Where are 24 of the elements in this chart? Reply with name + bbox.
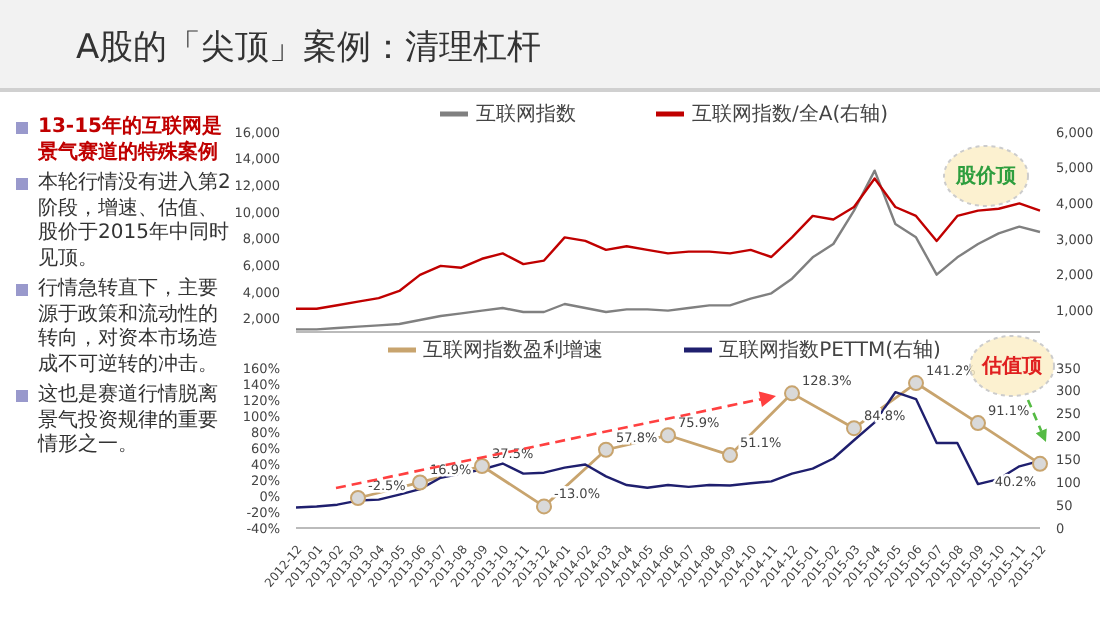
text: 13-15年的互联网是景气赛道的特殊案例: [38, 116, 224, 166]
point: [412, 474, 428, 491]
point: [474, 458, 490, 474]
text: 行情急转直下，主要源于政策和流动性的转向，对资本市场造成不可逆转的冲击。: [38, 278, 220, 378]
line-series: [294, 169, 1042, 331]
point: [784, 385, 800, 402]
point: [350, 490, 366, 506]
point: [660, 427, 676, 444]
annotation: 股价顶: [953, 163, 1018, 190]
point: [846, 420, 862, 437]
point: [722, 447, 738, 464]
legend-label: 互联网指数/全A(右轴): [691, 101, 888, 128]
legend-label: 互联网指数盈利增速: [423, 337, 604, 364]
chart-title: A股的「尖顶」案例：清理杠杆: [76, 26, 542, 70]
point: [598, 441, 614, 458]
text: 这也是赛道行情脱离景气投资规律的重要情形之一。: [38, 384, 220, 459]
text: 本轮行情没有进入第2阶段，增速、估值、股价于2015年中同时见顶。: [38, 172, 232, 272]
legend-label: 互联网指数: [475, 101, 576, 128]
point: [536, 498, 552, 515]
annotation: 估值顶: [982, 356, 1042, 378]
point: [970, 415, 986, 432]
legend-label: 互联网指数PETTM(右轴): [719, 337, 941, 364]
point: [908, 375, 924, 392]
point: [1032, 455, 1048, 472]
